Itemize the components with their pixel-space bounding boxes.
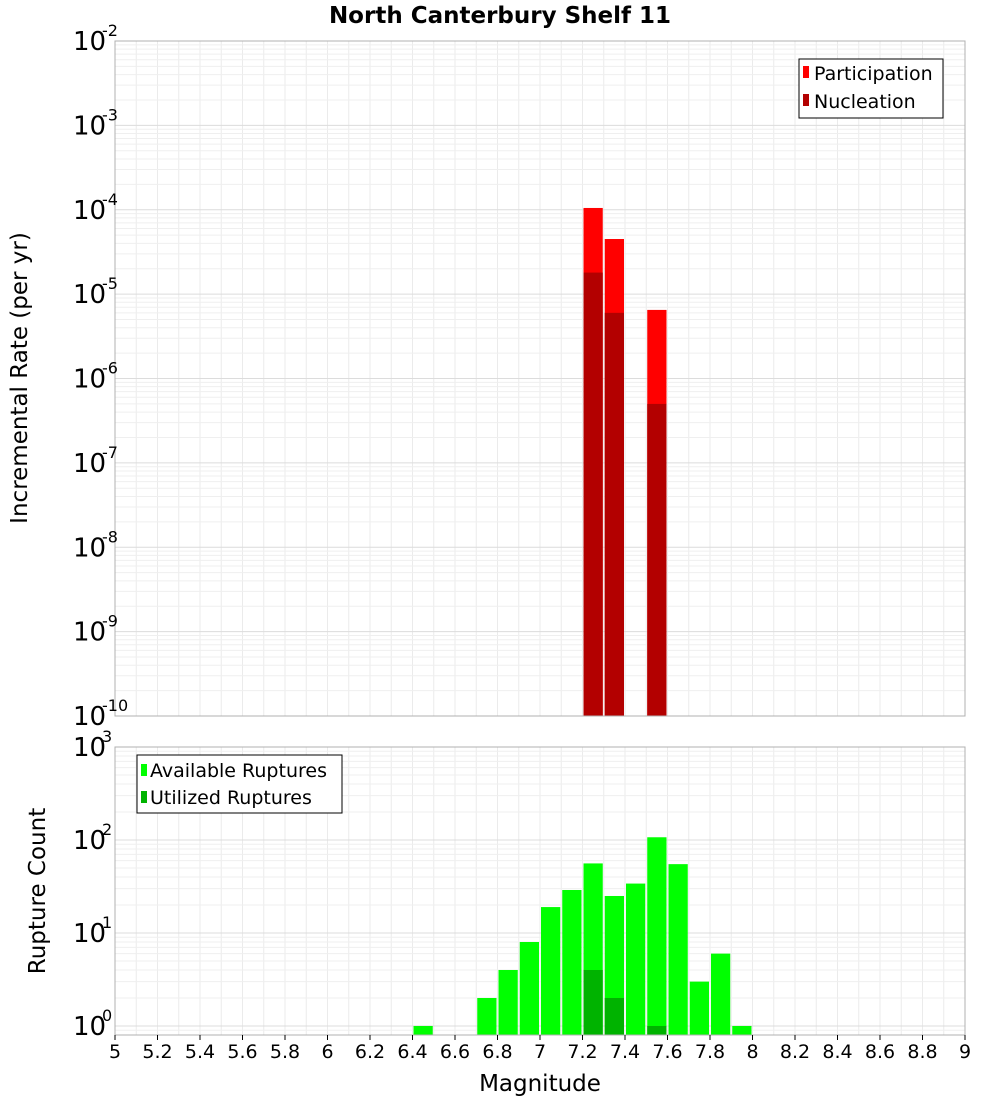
bar <box>604 312 624 716</box>
bottom-legend-box <box>136 754 343 814</box>
bar <box>711 953 731 1035</box>
y-tick-label: 10 <box>73 919 106 949</box>
bottom-x-ticks: 5 5.2 5.4 5.6 5.8 6 6.2 6.4 6.6 6.8 7 7.2 7.4 7.6 7.8 8… <box>109 1035 971 1063</box>
bottom-legend: Available Ruptures Utilized Ruptures <box>136 754 343 814</box>
bar <box>562 889 582 1035</box>
y-tick-label: 10 <box>73 533 106 563</box>
top-bars <box>583 207 667 716</box>
x-tick-label: 9 <box>959 1041 971 1063</box>
bar <box>689 981 709 1035</box>
legend-swatch-nucleation <box>803 94 809 106</box>
y-tick-label: 10 <box>73 365 106 395</box>
bottom-y-axis-label: Rupture Count <box>25 808 51 974</box>
top-legend-box <box>798 58 944 119</box>
x-tick-label: 8.4 <box>822 1041 852 1063</box>
y-tick-exponent: 0 <box>102 1006 112 1025</box>
x-tick-label: 5.8 <box>270 1041 300 1063</box>
legend-label-available: Available Ruptures <box>150 760 327 782</box>
x-tick-label: 7.4 <box>610 1041 640 1063</box>
x-tick-label: 6 <box>321 1041 333 1063</box>
y-tick-label: 10 <box>73 826 106 856</box>
top-legend: Participation Nucleation <box>798 58 944 119</box>
y-tick-label: 10 <box>73 27 106 57</box>
chart-title: North Canterbury Shelf 11 <box>329 3 671 29</box>
y-tick-label: 10 <box>73 618 106 648</box>
y-tick-label: 10 <box>73 1012 106 1042</box>
bottom-bars <box>413 837 752 1035</box>
bar <box>519 942 539 1035</box>
y-tick-exponent: -2 <box>102 21 118 40</box>
top-y-axis-label: Incremental Rate (per yr) <box>7 232 33 524</box>
bar <box>413 1025 433 1035</box>
y-tick-label: 10 <box>73 702 106 732</box>
bar <box>541 907 561 1035</box>
y-tick-exponent: 2 <box>102 820 112 839</box>
x-tick-label: 8.8 <box>907 1041 937 1063</box>
top-gridlines <box>114 40 966 717</box>
legend-swatch-utilized <box>141 791 147 803</box>
bar <box>583 272 603 716</box>
y-tick-label: 10 <box>73 733 106 763</box>
bar <box>647 403 667 716</box>
bar <box>583 969 603 1035</box>
legend-swatch-available <box>141 764 147 776</box>
x-tick-label: 8 <box>746 1041 758 1063</box>
x-tick-label: 6.2 <box>355 1041 385 1063</box>
bar <box>604 997 624 1035</box>
x-tick-label: 7.8 <box>695 1041 725 1063</box>
x-tick-label: 8.6 <box>865 1041 895 1063</box>
bar <box>732 1025 752 1035</box>
bar <box>477 997 497 1035</box>
x-tick-label: 5 <box>109 1041 121 1063</box>
y-tick-exponent: -10 <box>102 696 128 715</box>
y-tick-label: 10 <box>73 280 106 310</box>
bar <box>668 864 688 1035</box>
legend-label-nucleation: Nucleation <box>814 91 916 113</box>
y-tick-label: 10 <box>73 111 106 141</box>
x-tick-label: 7.2 <box>567 1041 597 1063</box>
x-axis-label: Magnitude <box>479 1071 601 1097</box>
x-tick-label: 6.8 <box>482 1041 512 1063</box>
y-tick-exponent: 3 <box>102 727 112 746</box>
x-tick-label: 7 <box>534 1041 546 1063</box>
bar <box>647 1025 667 1035</box>
y-tick-exponent: -7 <box>102 443 118 462</box>
legend-label-participation: Participation <box>814 63 933 85</box>
y-tick-exponent: -9 <box>102 612 118 631</box>
x-tick-label: 6.6 <box>440 1041 470 1063</box>
top-plot-border <box>114 40 966 717</box>
y-tick-exponent: -4 <box>102 190 118 209</box>
y-tick-exponent: 1 <box>102 913 112 932</box>
y-tick-exponent: -5 <box>102 274 118 293</box>
x-tick-label: 5.6 <box>227 1041 257 1063</box>
y-tick-label: 10 <box>73 449 106 479</box>
y-tick-exponent: -3 <box>102 105 118 124</box>
y-tick-label: 10 <box>73 196 106 226</box>
x-tick-label: 6.4 <box>397 1041 427 1063</box>
y-tick-exponent: -8 <box>102 527 118 546</box>
x-tick-label: 5.4 <box>185 1041 215 1063</box>
bar <box>626 883 646 1035</box>
bar <box>498 969 518 1035</box>
legend-swatch-participation <box>803 66 809 78</box>
bar <box>647 837 667 1035</box>
x-tick-label: 7.6 <box>652 1041 682 1063</box>
x-tick-label: 5.2 <box>142 1041 172 1063</box>
y-tick-exponent: -6 <box>102 359 118 378</box>
legend-label-utilized: Utilized Ruptures <box>150 787 312 809</box>
x-tick-label: 8.2 <box>780 1041 810 1063</box>
